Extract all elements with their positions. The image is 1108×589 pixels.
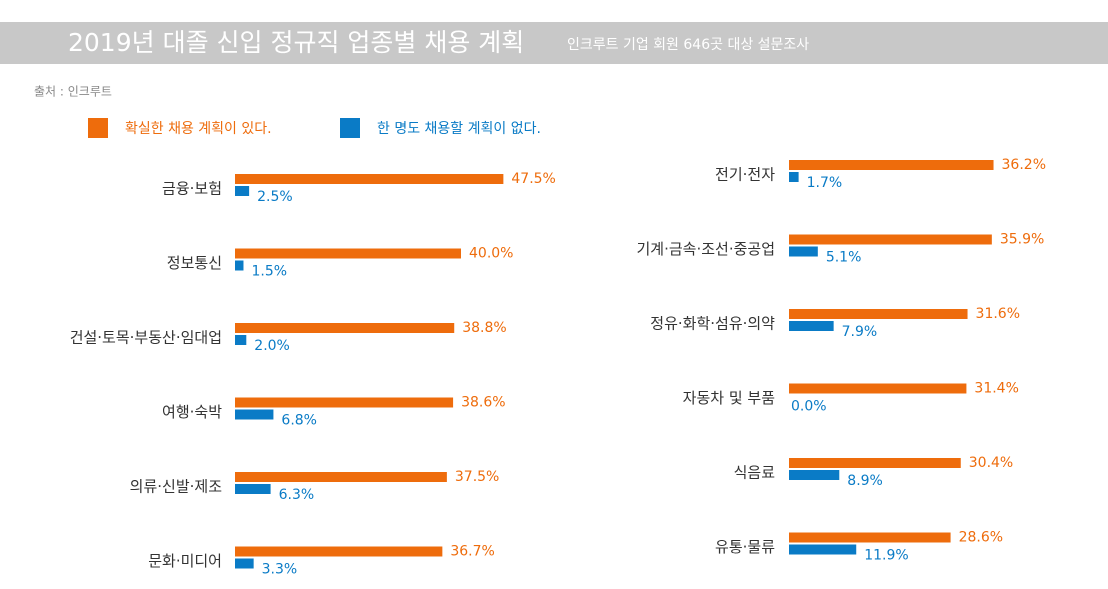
category-label: 전기·전자: [715, 166, 775, 184]
bar: [235, 409, 274, 420]
legend-swatch: [88, 118, 108, 138]
category-label: 의류·신발·제조: [130, 478, 223, 496]
value-label: 8.9%: [847, 473, 883, 489]
value-label: 1.7%: [807, 175, 843, 191]
bar: [789, 470, 840, 480]
chart-subtitle: 인크루트 기업 회원 646곳 대상 설문조사: [567, 37, 809, 53]
value-label: 7.9%: [842, 324, 878, 340]
bar: [789, 544, 857, 555]
bar: [235, 186, 250, 196]
bar: [235, 558, 254, 569]
bar: [235, 174, 504, 184]
bar: [789, 383, 967, 394]
bar: [789, 532, 951, 543]
value-label: 2.5%: [257, 189, 293, 205]
value-label: 6.3%: [279, 487, 315, 503]
value-label: 47.5%: [511, 171, 555, 187]
title-bar: [0, 22, 1108, 64]
bar: [789, 321, 834, 331]
value-label: 38.8%: [462, 320, 506, 336]
bar: [789, 160, 994, 170]
category-label: 기계·금속·조선·중공업: [636, 240, 775, 258]
bar: [789, 246, 818, 257]
bar: [235, 397, 454, 408]
category-label: 문화·미디어: [148, 552, 222, 570]
value-label: 2.0%: [254, 338, 290, 354]
bar: [235, 472, 447, 482]
category-label: 정유·화학·섬유·의약: [650, 315, 775, 333]
value-label: 37.5%: [455, 469, 499, 485]
value-label: 1.5%: [251, 264, 287, 280]
value-label: 35.9%: [1000, 232, 1044, 248]
category-label: 정보통신: [167, 254, 222, 272]
category-label: 여행·숙박: [162, 403, 222, 421]
bar: [789, 234, 992, 245]
category-label: 건설·토목·부동산·임대업: [70, 329, 222, 347]
value-label: 6.8%: [281, 413, 317, 429]
bar: [235, 484, 271, 494]
value-label: 40.0%: [469, 246, 513, 262]
category-label: 자동차 및 부품: [683, 389, 775, 407]
value-label: 30.4%: [969, 455, 1013, 471]
bar: [789, 458, 961, 468]
category-label: 식음료: [734, 464, 776, 482]
value-label: 31.4%: [974, 381, 1018, 397]
bar: [235, 323, 455, 333]
bar: [235, 335, 247, 345]
value-label: 31.6%: [976, 306, 1020, 322]
bar: [235, 248, 461, 259]
value-label: 3.3%: [262, 562, 298, 578]
value-label: 36.7%: [450, 544, 494, 560]
value-label: 38.6%: [461, 395, 505, 411]
bar: [235, 546, 443, 557]
legend-label: 한 명도 채용할 계획이 없다.: [377, 121, 541, 137]
category-label: 유통·물류: [715, 538, 775, 556]
value-label: 11.9%: [864, 548, 908, 564]
category-label: 금융·보험: [162, 180, 222, 198]
chart-title: 2019년 대졸 신입 정규직 업종별 채용 계획: [68, 28, 524, 57]
value-label: 28.6%: [959, 530, 1003, 546]
value-label: 36.2%: [1002, 157, 1046, 173]
legend-swatch: [340, 118, 360, 138]
value-label: 5.1%: [826, 250, 862, 266]
legend-label: 확실한 채용 계획이 있다.: [125, 121, 272, 137]
bar: [789, 309, 968, 319]
bar: [235, 260, 244, 271]
source: 출처 : 인크루트: [34, 85, 112, 99]
bar: [789, 172, 799, 182]
value-label: 0.0%: [791, 399, 827, 415]
